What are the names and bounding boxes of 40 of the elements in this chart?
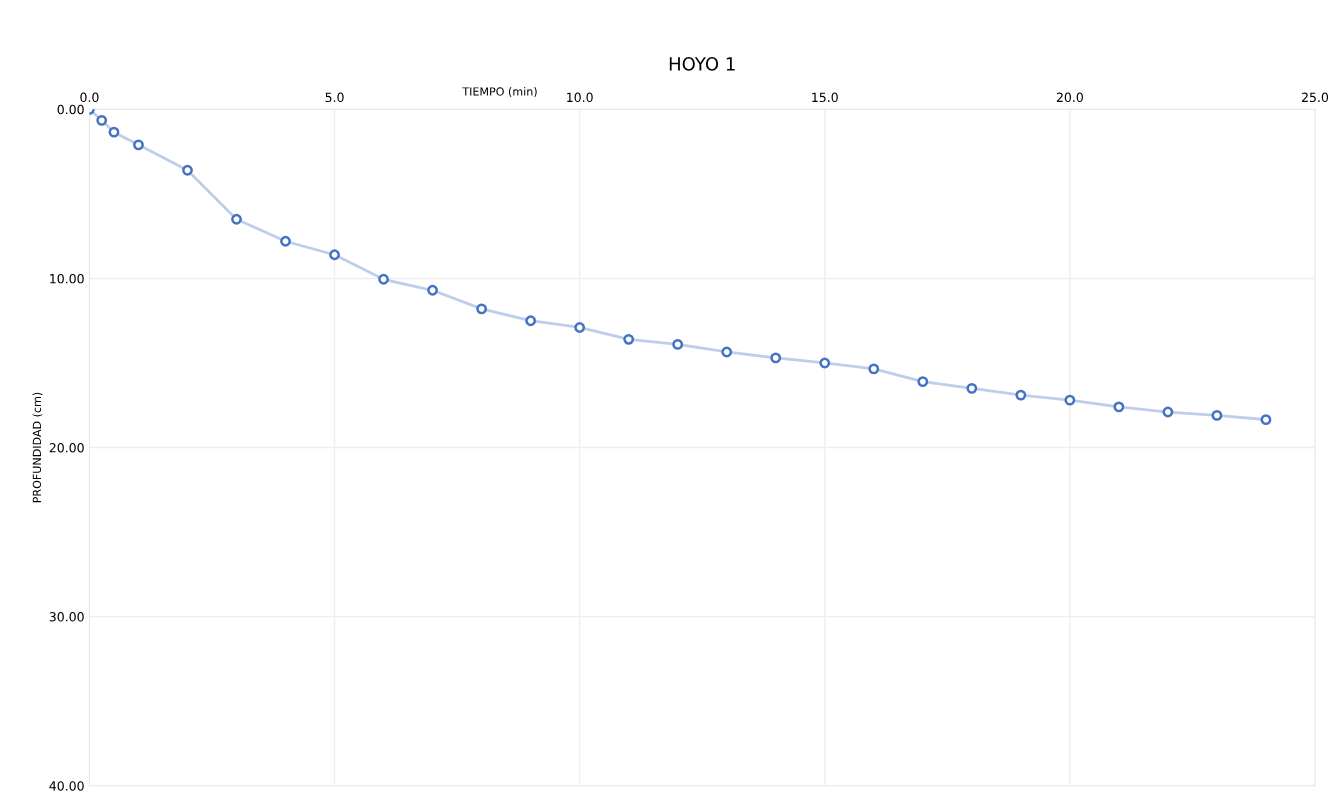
y-axis-title: PROFUNDIDAD (cm) — [32, 392, 43, 503]
y-tick-label: 30.00 — [49, 612, 84, 622]
point — [819, 357, 831, 369]
x-tick-label: 20.0 — [1056, 92, 1083, 103]
x-tick-label: 15.0 — [812, 92, 838, 103]
x-tick-label: 5.0 — [325, 92, 344, 103]
x-tick-label: 0.0 — [80, 92, 99, 103]
point — [378, 273, 389, 285]
point — [1162, 406, 1174, 418]
point — [280, 235, 291, 247]
point — [623, 333, 635, 345]
point — [574, 322, 586, 333]
x-tick-label: 10.0 — [567, 92, 593, 103]
y-tick-label: 10.00 — [50, 273, 84, 284]
point — [672, 338, 684, 350]
point — [329, 249, 340, 261]
y-tick-label: 20.00 — [49, 443, 84, 453]
point — [770, 352, 782, 364]
point — [231, 213, 242, 225]
point — [966, 382, 978, 394]
x-axis-title: TIEMPO (min) — [462, 87, 537, 98]
point — [182, 164, 193, 176]
point — [868, 363, 880, 375]
point — [108, 126, 120, 138]
y-tick-label: 0.00 — [57, 104, 84, 115]
point — [1064, 394, 1076, 406]
y-tick-label: 40.00 — [49, 781, 84, 791]
point — [476, 303, 488, 315]
point — [721, 346, 733, 358]
point — [1211, 409, 1223, 421]
point — [1015, 389, 1027, 401]
point — [96, 114, 108, 126]
point — [133, 139, 144, 151]
point — [427, 284, 439, 296]
chart-title: HOYO 1 — [669, 57, 735, 71]
point — [1113, 401, 1125, 413]
point — [1260, 414, 1272, 426]
x-tick-label: 25.0 — [1301, 92, 1329, 103]
point — [917, 376, 929, 387]
point — [525, 315, 537, 327]
